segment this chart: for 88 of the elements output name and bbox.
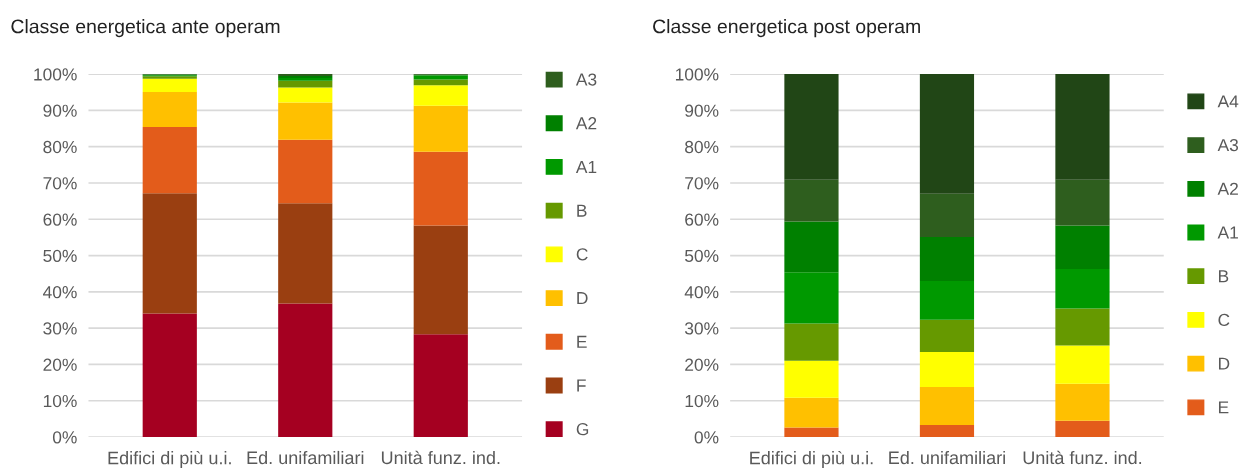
legend-label: B [1218, 270, 1229, 283]
bar [784, 74, 839, 180]
x-tick-label: Unità funz. ind. [381, 450, 500, 465]
bar [1055, 179, 1110, 226]
bar [413, 105, 468, 152]
legend-label: A2 [1217, 182, 1238, 195]
bar [1055, 345, 1110, 384]
bar [1055, 74, 1110, 180]
legend-label: F [577, 379, 586, 392]
y-tick-label: 30% [43, 322, 77, 335]
legend-label: D [1218, 357, 1230, 370]
bar [278, 102, 333, 140]
legend-label: C [1218, 313, 1230, 327]
legend-label: B [577, 204, 587, 217]
bar [278, 303, 333, 437]
bar [142, 193, 197, 314]
y-tick-label: 0% [52, 431, 77, 444]
y-tick-label: 70% [43, 177, 77, 190]
legend-label: C [576, 248, 588, 261]
legend-label: A3 [575, 73, 597, 86]
bar [278, 139, 333, 204]
bar [784, 397, 839, 428]
y-tick-label: 100% [675, 68, 719, 81]
bar [919, 386, 975, 426]
bar [1055, 383, 1110, 421]
bar [1055, 308, 1110, 346]
y-tick-label: 90% [685, 104, 719, 117]
bar [278, 203, 333, 304]
y-tick-label: 0% [694, 431, 719, 444]
legend-label: A1 [575, 160, 597, 173]
legend-label: A2 [575, 117, 597, 130]
bar [784, 179, 839, 222]
y-tick-label: 100% [34, 68, 77, 81]
bar [278, 80, 333, 88]
bar [413, 151, 468, 226]
bar [1055, 268, 1110, 309]
bar [413, 334, 468, 437]
bar [919, 352, 975, 387]
legend-label: E [1218, 401, 1229, 414]
y-tick-label: 40% [43, 286, 77, 299]
bar [142, 78, 197, 92]
legend-label: A1 [1217, 226, 1238, 239]
y-tick-label: 90% [43, 104, 77, 117]
y-tick-label: 20% [43, 358, 77, 371]
bar [784, 221, 839, 273]
bar [413, 225, 468, 335]
x-tick-label: Edifici di più u.i. [108, 450, 231, 468]
bar [784, 272, 839, 324]
chart-title: Classe energetica ante operam [11, 19, 280, 38]
y-tick-label: 50% [684, 249, 719, 263]
bar [278, 87, 333, 103]
legend-label: A4 [1217, 95, 1239, 108]
x-tick-label: Ed. unifamiliari [247, 450, 364, 465]
bar [919, 237, 975, 281]
bar [142, 91, 197, 128]
x-tick-label: Ed. unifamiliari [889, 450, 1005, 465]
y-tick-label: 10% [685, 394, 719, 408]
chart-title: Classe energetica post operam [653, 19, 920, 38]
y-tick-label: 60% [43, 213, 77, 226]
bar [413, 75, 468, 80]
bar [919, 280, 975, 320]
legend-label: E [577, 335, 587, 348]
y-tick-label: 40% [684, 286, 719, 299]
x-tick-label: Unità funz. ind. [1023, 450, 1142, 465]
bar [1055, 420, 1110, 437]
y-tick-label: 50% [43, 249, 77, 263]
bar [784, 323, 839, 361]
y-tick-label: 60% [685, 213, 719, 226]
y-tick-label: 80% [43, 140, 77, 154]
bar [919, 74, 975, 194]
bar [919, 193, 975, 238]
y-tick-label: 80% [685, 140, 719, 154]
legend-label: G [576, 423, 589, 436]
y-tick-label: 30% [684, 322, 719, 335]
bar [142, 127, 197, 194]
bar [784, 427, 839, 437]
x-tick-label: Edifici di più u.i. [750, 450, 873, 468]
bar [919, 425, 975, 437]
legend-label: D [577, 292, 588, 305]
bar [919, 319, 975, 353]
bar [1055, 225, 1110, 269]
bar [413, 85, 468, 106]
legend-label: A3 [1217, 138, 1239, 152]
bar [784, 360, 839, 398]
y-tick-label: 10% [43, 394, 77, 408]
y-tick-label: 70% [685, 177, 719, 190]
bar [142, 313, 197, 437]
y-tick-label: 20% [685, 358, 719, 371]
